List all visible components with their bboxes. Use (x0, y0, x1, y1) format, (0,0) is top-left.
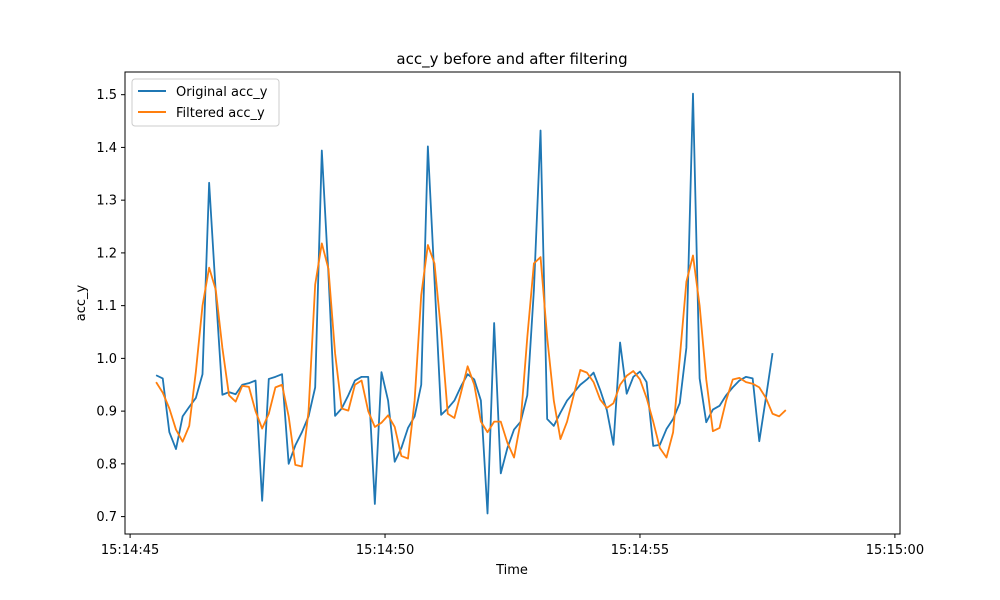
chart-title: acc_y before and after filtering (396, 50, 627, 69)
y-tick-label: 1.4 (96, 141, 117, 156)
legend: Original acc_y Filtered acc_y (131, 78, 280, 127)
y-tick-label: 0.9 (96, 405, 117, 420)
x-tick-label: 15:14:45 (101, 543, 159, 558)
series-layer (155, 92, 787, 515)
y-axis-title: acc_y (74, 284, 89, 321)
y-tick-label: 0.8 (96, 457, 117, 472)
y-tick-label: 1.0 (96, 352, 117, 367)
legend-label-original: Original acc_y (176, 85, 268, 100)
y-tick-label: 1.3 (96, 194, 117, 209)
y-tick-label: 1.5 (96, 88, 117, 103)
x-tick-label: 15:14:50 (356, 543, 414, 558)
x-axis-title: Time (495, 563, 528, 578)
x-tick-label: 15:15:00 (866, 543, 924, 558)
legend-box (131, 78, 280, 127)
legend-label-filtered: Filtered acc_y (176, 106, 265, 121)
y-tick-label: 1.1 (96, 299, 117, 314)
series-line-filtered (155, 242, 787, 468)
plot-area (124, 71, 901, 535)
x-axis: 15:14:45 15:14:50 15:14:55 15:15:00 (101, 534, 924, 558)
y-axis: 0.7 0.8 0.9 1.0 1.1 1.2 1.3 1.4 1.5 (96, 88, 125, 525)
y-tick-label: 1.2 (96, 246, 117, 261)
y-tick-label: 0.7 (96, 510, 117, 525)
x-tick-label: 15:14:55 (611, 543, 669, 558)
